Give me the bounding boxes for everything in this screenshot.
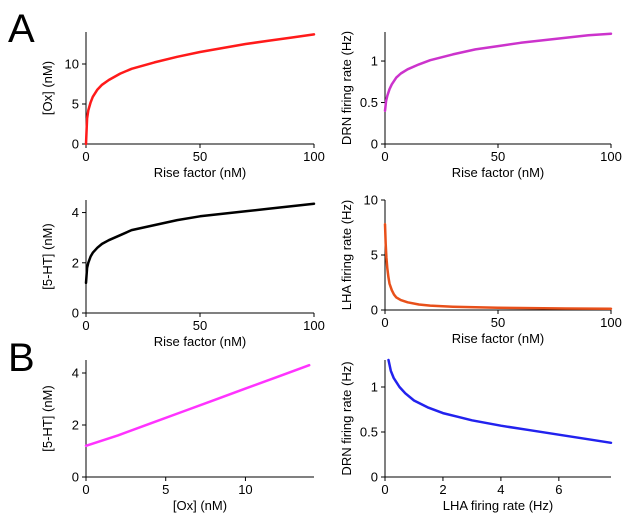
y-axis-label: DRN firing rate (Hz) — [339, 31, 354, 145]
x-tick-label: 10 — [238, 482, 252, 497]
x-tick-label: 6 — [555, 482, 562, 497]
y-tick-label: 1 — [371, 54, 378, 69]
y-tick-label: 4 — [72, 205, 79, 220]
x-tick-label: 0 — [82, 318, 89, 333]
x-tick-label: 2 — [439, 482, 446, 497]
y-tick-label: 5 — [371, 248, 378, 263]
x-tick-label: 100 — [303, 149, 325, 164]
x-tick-label: 50 — [491, 149, 505, 164]
y-tick-label: 2 — [72, 255, 79, 270]
x-tick-label: 0 — [381, 482, 388, 497]
panel-label-a: A — [8, 7, 35, 51]
series-line-1 — [84, 33, 316, 146]
x-tick-label: 4 — [497, 482, 504, 497]
x-tick-label: 0 — [82, 482, 89, 497]
series-line-1 — [383, 32, 613, 113]
chart-1: 0 50 100 0 5 10 Rise factor (nM) [Ox] (nM) — [40, 32, 325, 180]
y-tick-label: 0 — [371, 137, 378, 152]
chart-4: 0 50 100 0 5 10 Rise factor (nM) LHA firing rat… — [339, 193, 622, 347]
y-tick-label: 2 — [72, 418, 79, 433]
y-tick-label: 0 — [72, 137, 79, 152]
x-tick-label: 100 — [600, 149, 622, 164]
panel-label-b: B — [8, 336, 35, 380]
y-axis-label: [5-HT] (nM) — [40, 385, 55, 451]
y-tick-label: 0 — [371, 303, 378, 318]
x-tick-label: 100 — [600, 315, 622, 330]
x-tick-label: 50 — [491, 315, 505, 330]
x-tick-label: 50 — [193, 149, 207, 164]
y-axis-label: LHA firing rate (Hz) — [339, 200, 354, 311]
x-tick-label: 100 — [303, 318, 325, 333]
series-line-1 — [84, 202, 316, 285]
y-axis-label: DRN firing rate (Hz) — [339, 361, 354, 475]
y-tick-label: 10 — [65, 57, 79, 72]
x-tick-label: 50 — [193, 318, 207, 333]
x-tick-label: 5 — [162, 482, 169, 497]
chart-6: 0 2 4 6 0 0.5 1 LHA firing rate (Hz) DRN firing … — [339, 358, 613, 513]
x-tick-label: 0 — [381, 315, 388, 330]
series-line-1 — [383, 222, 613, 310]
y-axis-label: [Ox] (nM) — [40, 61, 55, 115]
series-line-1 — [387, 358, 613, 445]
y-tick-label: 4 — [72, 366, 79, 381]
series-line-1 — [84, 363, 311, 448]
y-tick-label: 1 — [371, 380, 378, 395]
x-axis-label: Rise factor (nM) — [452, 165, 544, 180]
x-axis-label: Rise factor (nM) — [452, 331, 544, 346]
y-tick-label: 0 — [72, 470, 79, 485]
x-axis-label: LHA firing rate (Hz) — [443, 498, 554, 513]
x-axis-label: Rise factor (nM) — [154, 334, 246, 349]
y-tick-label: 0.5 — [360, 425, 378, 440]
chart-2: 0 50 100 0 0.5 1 Rise factor (nM) DRN firing ra… — [339, 31, 622, 180]
x-axis-label: [Ox] (nM) — [173, 498, 227, 513]
x-axis-label: Rise factor (nM) — [154, 165, 246, 180]
x-tick-label: 0 — [381, 149, 388, 164]
y-tick-label: 5 — [72, 97, 79, 112]
y-tick-label: 0 — [371, 470, 378, 485]
y-tick-label: 10 — [364, 193, 378, 208]
chart-3: 0 50 100 0 2 4 Rise factor (nM) [5-HT] (nM) — [40, 200, 325, 349]
y-tick-label: 0 — [72, 306, 79, 321]
x-tick-label: 0 — [82, 149, 89, 164]
y-axis-label: [5-HT] (nM) — [40, 223, 55, 289]
y-tick-label: 0.5 — [360, 95, 378, 110]
chart-5: 0 5 10 0 2 4 [Ox] (nM) [5-HT] (nM) — [40, 360, 314, 513]
